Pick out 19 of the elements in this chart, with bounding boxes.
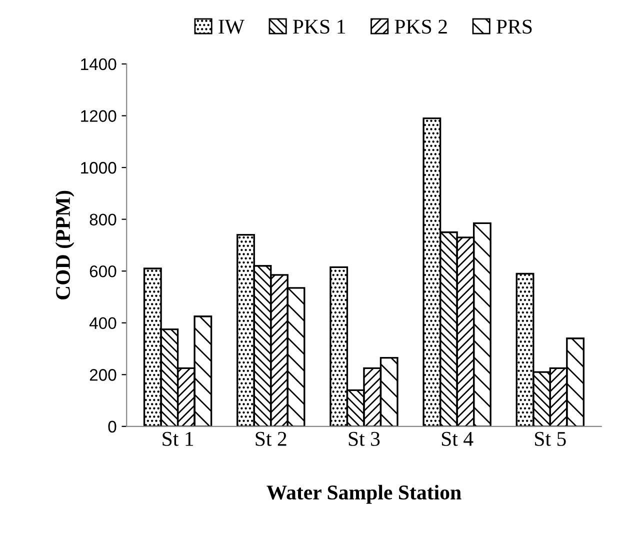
legend-label: IW — [218, 20, 244, 34]
y-tick-label: 1200 — [81, 110, 116, 122]
y-axis-title: COD (PPM) — [55, 190, 74, 300]
y-tick-label: 0 — [108, 420, 116, 433]
x-tick-label: St 5 — [535, 432, 566, 446]
y-tick-label: 600 — [90, 265, 116, 278]
y-tick-label: 1400 — [81, 58, 116, 70]
legend-label: PKS 2 — [394, 20, 447, 34]
x-tick-label: St 3 — [348, 432, 380, 446]
y-tick-label: 1000 — [81, 162, 116, 174]
x-axis-title: Water Sample Station — [266, 484, 462, 504]
x-tick-label: St 1 — [162, 432, 194, 446]
y-tick-label: 400 — [89, 317, 116, 330]
y-tick-label: 800 — [90, 214, 116, 226]
x-tick-label: St 2 — [256, 432, 286, 446]
legend-label: PKS 1 — [293, 20, 345, 34]
y-tick-label: 200 — [90, 369, 116, 381]
legend-label: PRS — [496, 20, 532, 34]
x-tick-label: St 4 — [442, 432, 474, 446]
